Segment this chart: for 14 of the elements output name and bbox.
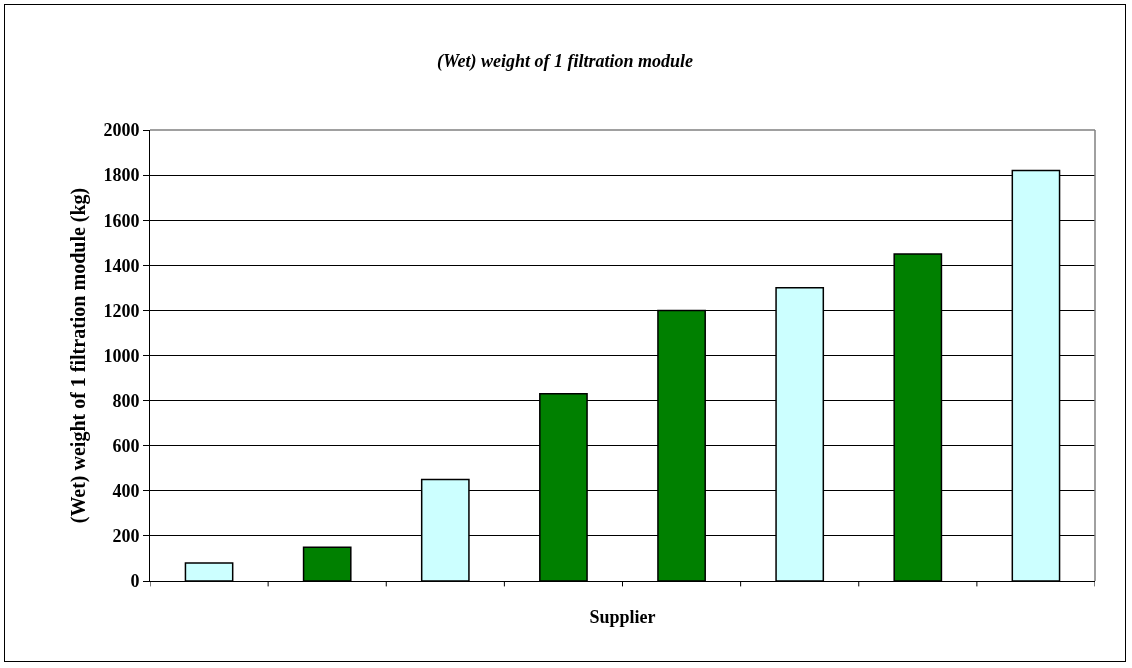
- x-axis-title: Supplier: [589, 606, 656, 627]
- y-tick-label: 600: [112, 436, 140, 456]
- y-tick-label: 1600: [103, 210, 140, 231]
- y-tick-label: 200: [112, 526, 140, 547]
- y-tick-label: 2000: [103, 120, 140, 141]
- y-tick-label: 1000: [103, 345, 140, 366]
- y-tick-label: 0: [130, 571, 140, 592]
- y-tick-label: 400: [112, 481, 140, 502]
- y-tick-label: 1800: [103, 165, 140, 186]
- chart-title: (Wet) weight of 1 filtration module: [436, 50, 694, 72]
- y-tick-label: 1200: [103, 300, 140, 321]
- y-tick-label: 1400: [103, 255, 140, 276]
- y-tick-label: 800: [112, 390, 140, 411]
- y-axis-title: (Wet) weight of 1 filtration module (kg): [66, 187, 90, 524]
